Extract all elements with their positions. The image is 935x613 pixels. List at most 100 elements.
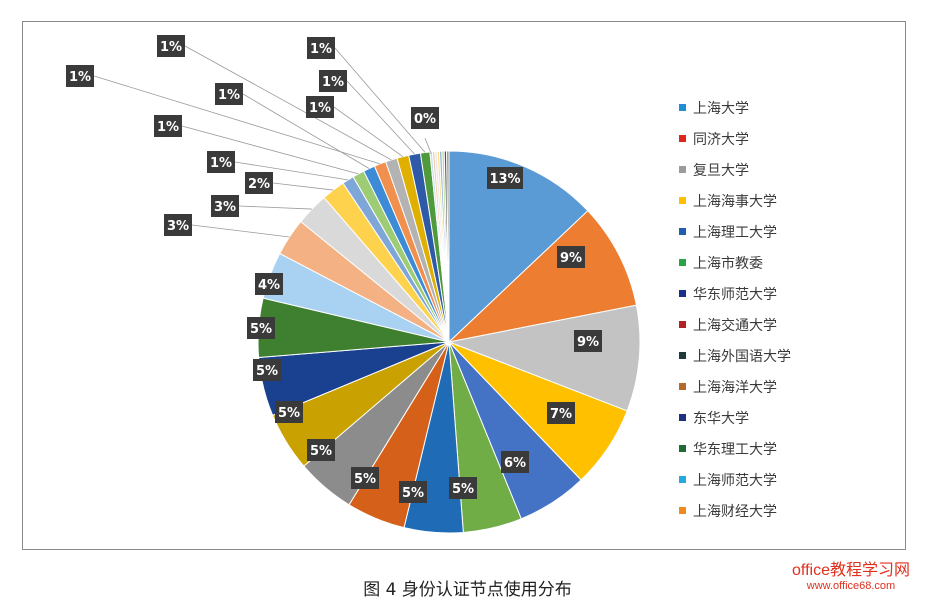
svg-text:1%: 1% xyxy=(309,101,331,116)
legend-label: 复旦大学 xyxy=(693,162,749,179)
legend-swatch xyxy=(679,414,686,421)
data-label: 1% xyxy=(319,70,347,92)
legend-label: 上海理工大学 xyxy=(693,224,777,241)
svg-text:6%: 6% xyxy=(504,456,526,471)
svg-text:1%: 1% xyxy=(322,75,344,90)
chart-legend: 上海大学同济大学复旦大学上海海事大学 上海理工大学 上海市教委华东师范大学上海交通大… xyxy=(679,92,909,526)
data-label: 5% xyxy=(351,467,379,489)
legend-swatch xyxy=(679,321,686,328)
data-label: 5% xyxy=(275,401,303,423)
data-label: 2% xyxy=(245,172,273,194)
legend-item: 华东师范大学 xyxy=(679,278,909,309)
legend-label: 上海交通大学 xyxy=(693,317,777,334)
svg-text:1%: 1% xyxy=(210,156,232,171)
legend-item: 上海市教委 xyxy=(679,247,909,278)
legend-label: 上海市教委 xyxy=(693,255,763,272)
svg-text:5%: 5% xyxy=(310,444,332,459)
data-label: 1% xyxy=(306,96,334,118)
leader-line xyxy=(191,224,290,238)
leader-line xyxy=(184,45,392,161)
pie-slice xyxy=(446,150,450,343)
leader-line xyxy=(346,80,415,155)
legend-swatch xyxy=(679,135,686,142)
leader-line xyxy=(93,75,381,165)
legend-swatch xyxy=(679,104,686,111)
svg-text:5%: 5% xyxy=(278,406,300,421)
data-label: 5% xyxy=(247,317,275,339)
legend-label: 华东理工大学 xyxy=(693,441,777,458)
svg-text:13%: 13% xyxy=(489,172,520,187)
legend-label: 上海大学 xyxy=(693,100,749,117)
legend-item: 上海财经大学 xyxy=(679,495,909,526)
legend-item: 上海外国语大学 xyxy=(679,340,909,371)
data-label: 5% xyxy=(399,481,427,503)
svg-text:5%: 5% xyxy=(452,482,474,497)
legend-item: 上海理工大学 xyxy=(679,216,909,247)
leader-line xyxy=(234,161,349,181)
legend-swatch xyxy=(679,166,686,173)
svg-text:1%: 1% xyxy=(160,40,182,55)
legend-swatch xyxy=(679,476,686,483)
figure-caption: 图 4 身份认证节点使用分布 xyxy=(363,580,572,600)
svg-text:5%: 5% xyxy=(256,364,278,379)
leader-lines xyxy=(93,45,432,238)
data-label: 1% xyxy=(154,115,182,137)
watermark-title: office教程学习网 xyxy=(792,562,910,579)
data-label: 3% xyxy=(164,214,192,236)
data-label: 13% xyxy=(487,167,523,189)
svg-text:3%: 3% xyxy=(214,200,236,215)
pie-slice xyxy=(448,150,589,344)
legend-swatch xyxy=(679,507,686,514)
legend-item: 上海海事大学 xyxy=(679,185,909,216)
legend-label: 同济大学 xyxy=(693,131,749,148)
data-label: 1% xyxy=(215,83,243,105)
data-label: 6% xyxy=(501,451,529,473)
leader-line xyxy=(424,137,432,154)
legend-item: 上海大学 xyxy=(679,92,909,123)
data-label: 3% xyxy=(211,195,239,217)
leader-line xyxy=(334,47,426,153)
data-label: 9% xyxy=(557,246,585,268)
svg-text:1%: 1% xyxy=(157,120,179,135)
legend-label: 东华大学 xyxy=(693,410,749,427)
svg-text:1%: 1% xyxy=(69,70,91,85)
legend-item: 华东理工大学 xyxy=(679,433,909,464)
watermark-url: www.office68.com xyxy=(806,579,896,592)
data-labels: 13% 9% 9% 7% 6% 5% 5% 5% 5% 5% 5% 5% 4% 3% 3% 2% 1% 1% 1% 1… xyxy=(66,35,602,503)
legend-item: 东华大学 xyxy=(679,402,909,433)
pie-slice xyxy=(447,210,638,343)
svg-text:1%: 1% xyxy=(218,88,240,103)
legend-label: 上海外国语大学 xyxy=(693,348,791,365)
legend-swatch xyxy=(679,383,686,390)
leader-line xyxy=(238,205,312,210)
legend-label: 上海师范大学 xyxy=(693,472,777,489)
data-label: 9% xyxy=(574,330,602,352)
legend-swatch xyxy=(679,352,686,359)
legend-item: 同济大学 xyxy=(679,123,909,154)
leader-line xyxy=(272,182,334,191)
svg-text:5%: 5% xyxy=(250,322,272,337)
chart-frame: 13% 9% 9% 7% 6% 5% 5% 5% 5% 5% 5% 5% 4% 3% 3% 2% 1% 1% 1% 1… xyxy=(22,21,906,550)
legend-item: 上海海洋大学 xyxy=(679,371,909,402)
data-label: 5% xyxy=(449,477,477,499)
legend-item: 上海交通大学 xyxy=(679,309,909,340)
legend-swatch xyxy=(679,445,686,452)
leader-line xyxy=(242,93,370,169)
data-label: 0% xyxy=(411,107,439,129)
legend-item: 复旦大学 xyxy=(679,154,909,185)
svg-text:2%: 2% xyxy=(248,177,270,192)
legend-swatch xyxy=(679,290,686,297)
svg-text:5%: 5% xyxy=(402,486,424,501)
legend-label: 上海财经大学 xyxy=(693,503,777,520)
svg-text:9%: 9% xyxy=(560,251,582,266)
leader-line xyxy=(181,125,359,175)
svg-text:4%: 4% xyxy=(258,278,280,293)
legend-label: 上海海事大学 xyxy=(693,193,777,210)
svg-text:0%: 0% xyxy=(414,112,436,127)
svg-text:3%: 3% xyxy=(167,219,189,234)
data-label: 4% xyxy=(255,273,283,295)
leader-line xyxy=(333,106,404,157)
legend-swatch xyxy=(679,259,686,266)
data-label: 1% xyxy=(66,65,94,87)
data-label: 7% xyxy=(547,402,575,424)
